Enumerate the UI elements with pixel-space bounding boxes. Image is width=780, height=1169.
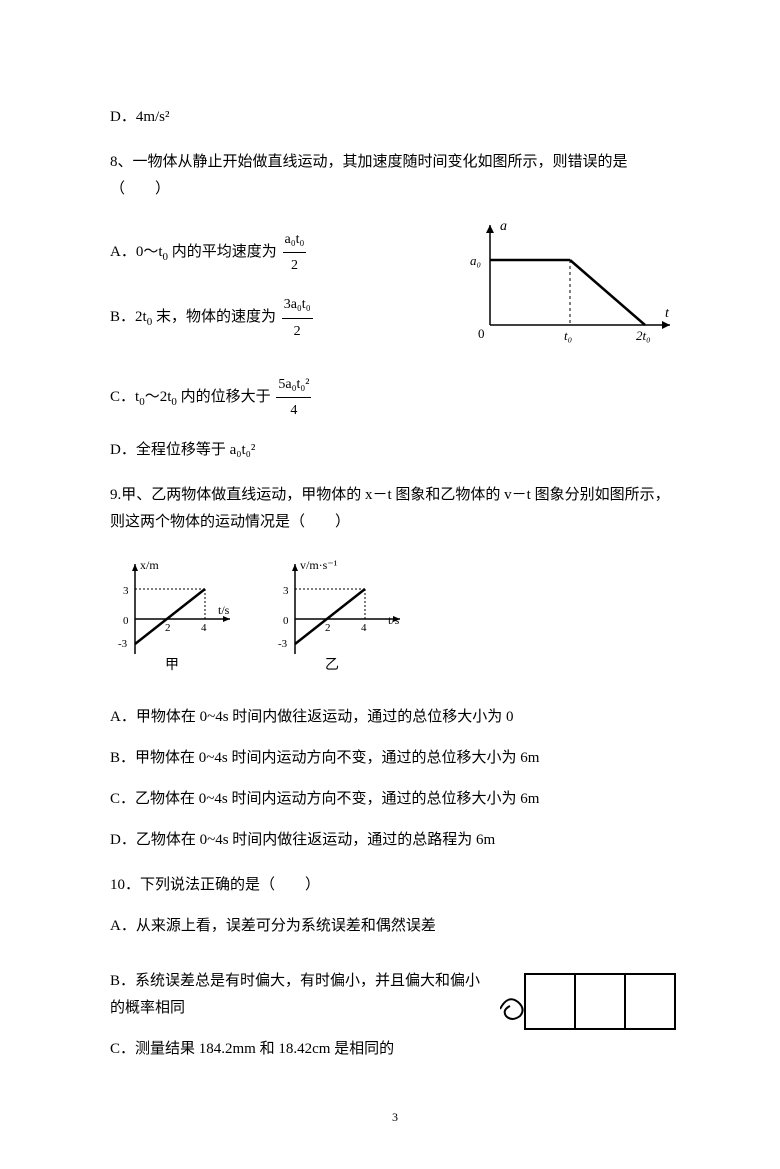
y-tick: a₀ [470, 253, 481, 268]
y-axis-label: v/m·s⁻¹ [300, 558, 338, 572]
q10-option-b: B．系统误差总是有时偏大，有时偏小，并且偏大和偏小的概率相同 [110, 968, 490, 1022]
x-tick-4: 4 [361, 622, 367, 634]
x-axis-label: t/s [218, 603, 230, 617]
caption: 乙 [325, 657, 339, 673]
fraction: 3a₀t₀ 2 [282, 292, 313, 343]
q7-option-d: D．4m/s² [110, 104, 680, 131]
q9-graph-yi: v/m·s⁻¹ 3 0 -3 2 4 t/s 乙 [270, 554, 410, 684]
q9-option-d: D．乙物体在 0~4s 时间内做往返运动，通过的总路程为 6m [110, 827, 680, 854]
x-axis-label: t [665, 306, 670, 321]
fraction: a₀t₀ 2 [283, 227, 307, 278]
text: 末，物体的速度为 [152, 310, 280, 326]
q8-row: A．0～t0 内的平均速度为 a₀t₀ 2 B．2t0 末，物体的速度为 3a₀… [110, 213, 680, 358]
q8-option-a: A．0～t0 内的平均速度为 a₀t₀ 2 [110, 227, 440, 278]
q9-graph-jia: x/m 3 0 -3 2 4 t/s 甲 [110, 554, 240, 684]
origin: 0 [123, 615, 129, 627]
q10-option-a: A．从来源上看，误差可分为系统误差和偶然误差 [110, 913, 680, 940]
numerator: a₀t₀ [283, 227, 307, 253]
x-tick-1: t₀ [564, 328, 572, 343]
y-tick-pos: 3 [123, 585, 129, 597]
text: 内的平均速度为 [168, 244, 281, 260]
origin: 0 [478, 326, 485, 341]
y-tick-neg: -3 [118, 638, 128, 650]
text: C．t [110, 389, 139, 405]
text: A．0～t [110, 244, 163, 260]
q8-option-b: B．2t0 末，物体的速度为 3a₀t₀ 2 [110, 292, 440, 343]
q10-figure [500, 954, 680, 1054]
y-tick-neg: -3 [278, 638, 288, 650]
q9-stem: 9.甲、乙两物体做直线运动，甲物体的 x－t 图象和乙物体的 v－t 图象分别如… [110, 482, 680, 536]
y-axis-label: x/m [140, 558, 159, 572]
x-tick-2: 2t₀ [636, 328, 651, 343]
denominator: 2 [283, 253, 307, 278]
numerator: 5a₀t₀² [276, 372, 311, 398]
origin: 0 [283, 615, 289, 627]
q8-stem: 8、一物体从静止开始做直线运动，其加速度随时间变化如图所示，则错误的是（ ） [110, 149, 680, 203]
text: ～2t [145, 389, 172, 405]
q8-option-c: C．t0～2t0 内的位移大于 5a₀t₀² 4 [110, 372, 680, 423]
page-number: 3 [110, 1107, 680, 1129]
numerator: 3a₀t₀ [282, 292, 313, 318]
x-tick-2: 2 [165, 622, 171, 634]
q9-option-b: B．甲物体在 0~4s 时间内运动方向不变，通过的总位移大小为 6m [110, 745, 680, 772]
q10-row: B．系统误差总是有时偏大，有时偏小，并且偏大和偏小的概率相同 C．测量结果 18… [110, 954, 680, 1077]
fraction: 5a₀t₀² 4 [276, 372, 311, 423]
q9-option-a: A．甲物体在 0~4s 时间内做往返运动，通过的总位移大小为 0 [110, 704, 680, 731]
q8-option-d: D．全程位移等于 a₀t₀² [110, 437, 680, 464]
q8-graph: a a₀ 0 t₀ 2t₀ t [460, 215, 680, 355]
y-axis-label: a [500, 219, 507, 234]
x-tick-4: 4 [201, 622, 207, 634]
text: B．2t [110, 310, 147, 326]
denominator: 4 [276, 398, 311, 423]
text: 内的位移大于 [177, 389, 275, 405]
q9-graphs: x/m 3 0 -3 2 4 t/s 甲 v/m·s⁻¹ 3 0 -3 2 4 … [110, 554, 680, 684]
q9-option-c: C．乙物体在 0~4s 时间内运动方向不变，通过的总位移大小为 6m [110, 786, 680, 813]
denominator: 2 [282, 319, 313, 344]
y-tick-pos: 3 [283, 585, 289, 597]
x-tick-2: 2 [325, 622, 331, 634]
x-axis-label: t/s [388, 613, 400, 627]
q10-stem: 10．下列说法正确的是（ ） [110, 872, 680, 899]
q10-option-c: C．测量结果 184.2mm 和 18.42cm 是相同的 [110, 1036, 490, 1063]
caption: 甲 [165, 658, 179, 673]
